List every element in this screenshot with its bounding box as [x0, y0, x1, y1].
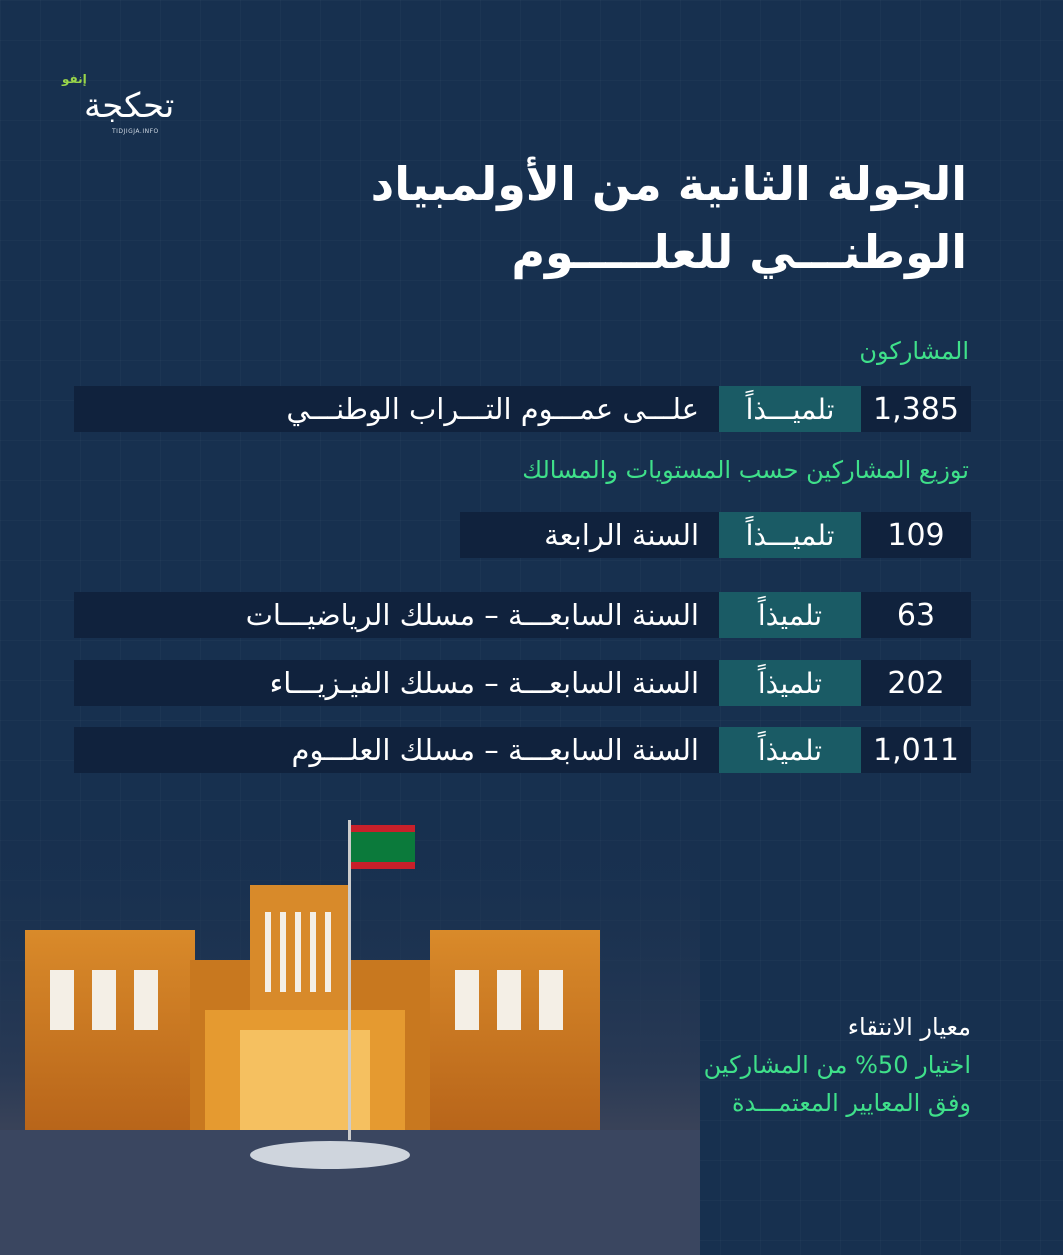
criteria-heading: معيار الانتقاء: [847, 1013, 971, 1041]
logo-domain: TIDJIGJA.INFO: [112, 128, 159, 135]
row-label: علـــى عمـــوم التـــراب الوطنـــي: [286, 392, 699, 426]
table-row: 109 تلميـــذاً السنة الرابعة: [460, 512, 971, 558]
title-line-2: الوطنـــي للعلـــــوم: [511, 225, 967, 279]
unit-badge: تلميذاً: [719, 727, 861, 773]
row-label: السنة السابعـــة – مسلك الفيـزيـــاء: [269, 666, 699, 700]
count: 1,385: [873, 391, 959, 427]
criteria-line-1: اختيار 50% من المشاركين: [703, 1051, 971, 1079]
criteria-line-2: وفق المعايير المعتمـــدة: [731, 1089, 971, 1117]
unit-badge: تلميـــذاً: [719, 386, 861, 432]
page-title: الجولة الثانية من الأولمبياد الوطنـــي ل…: [371, 150, 967, 286]
row-label: السنة السابعـــة – مسلك الرياضيـــات: [245, 598, 699, 632]
table-row: 63 تلميذاً السنة السابعـــة – مسلك الريا…: [74, 592, 971, 638]
row-label: السنة الرابعة: [544, 518, 699, 552]
unit-badge: تلميذاً: [719, 660, 861, 706]
school-building-image: [0, 800, 700, 1255]
table-row: 1,011 تلميذاً السنة السابعـــة – مسلك ال…: [74, 727, 971, 773]
count: 1,011: [873, 732, 959, 768]
count: 63: [896, 597, 936, 633]
unit-badge: تلميذاً: [719, 592, 861, 638]
participants-row: 1,385 تلميـــذاً علـــى عمـــوم التـــرا…: [74, 386, 971, 432]
logo-name: تحكجة: [84, 86, 175, 126]
selection-criteria: معيار الانتقاء اختيار 50% من المشاركين و…: [704, 1008, 971, 1122]
logo: إنفو تحكجة TIDJIGJA.INFO: [62, 72, 214, 138]
participants-heading: المشاركون: [859, 337, 969, 365]
logo-suffix: إنفو: [62, 72, 87, 86]
row-label: السنة السابعـــة – مسلك العلـــوم: [291, 733, 700, 767]
title-line-1: الجولة الثانية من الأولمبياد: [370, 157, 967, 211]
count: 109: [887, 517, 945, 553]
count: 202: [887, 665, 945, 701]
distribution-heading: توزيع المشاركين حسب المستويات والمسالك: [522, 456, 969, 484]
unit-badge: تلميـــذاً: [719, 512, 861, 558]
table-row: 202 تلميذاً السنة السابعـــة – مسلك الفي…: [74, 660, 971, 706]
